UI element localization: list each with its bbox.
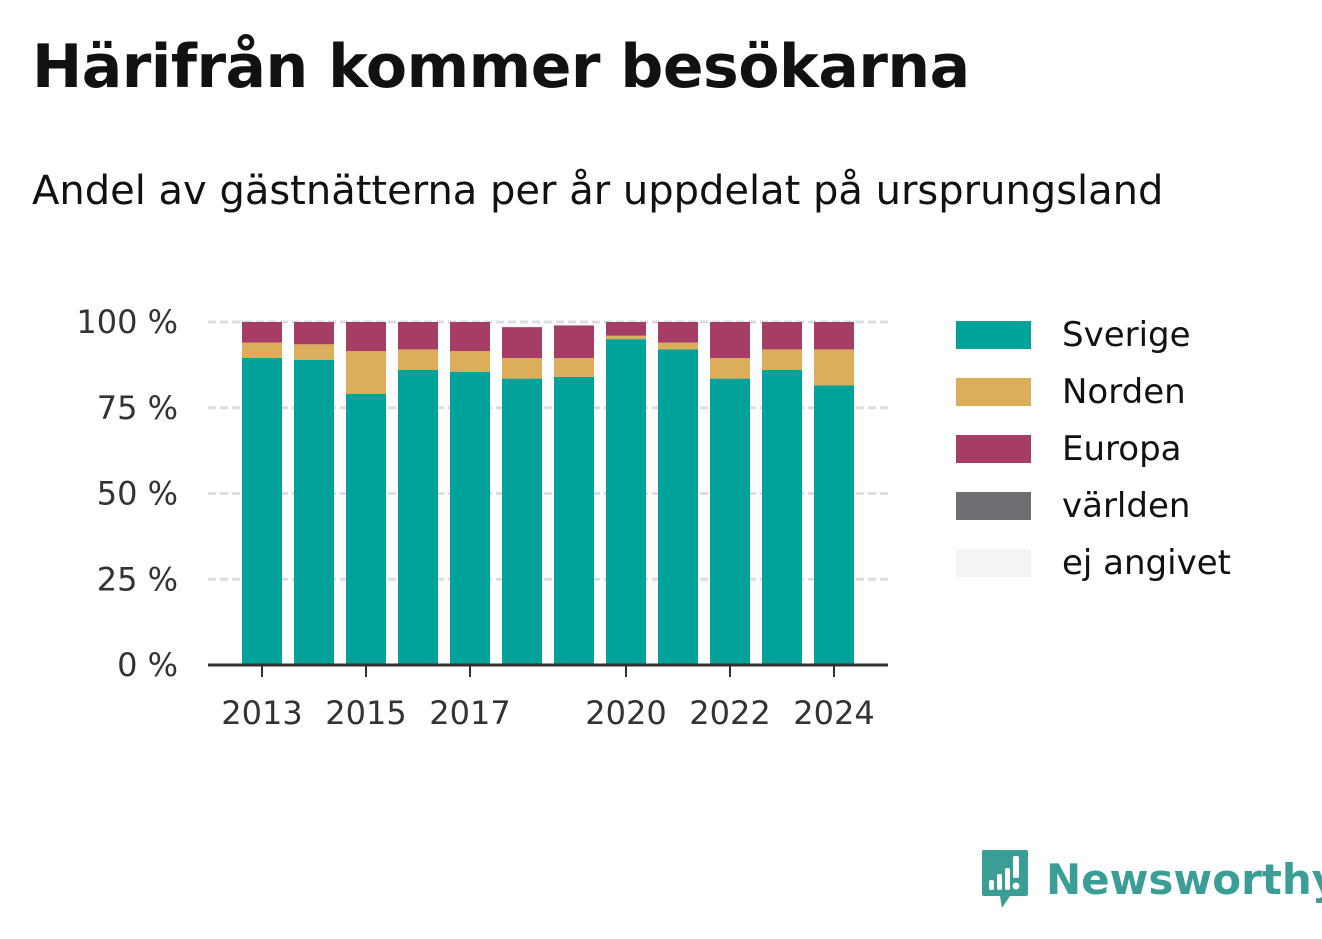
y-tick-label: 50 % (97, 475, 178, 513)
legend-swatch (956, 491, 1031, 520)
bar-segment-Europa (450, 322, 490, 352)
x-tick-label: 2015 (325, 694, 406, 732)
legend-label: Norden (1062, 371, 1186, 412)
bar-segment-Europa (658, 322, 698, 343)
chart-title: Härifrån kommer besökarna (32, 32, 970, 102)
legend-label: Europa (1062, 428, 1182, 469)
legend-swatch (956, 548, 1031, 577)
y-tick-label: 100 % (76, 303, 178, 341)
legend-item: världen (956, 477, 1231, 534)
chart-subtitle: Andel av gästnätterna per år uppdelat på… (32, 168, 1164, 214)
bar-segment-Europa (554, 325, 594, 359)
bar-segment-Europa (606, 322, 646, 336)
bar-segment-Norden (814, 349, 854, 386)
bars (242, 322, 854, 665)
bar-segment-Sverige (658, 349, 698, 665)
bar-segment-Europa (346, 322, 386, 352)
x-tick-label: 2013 (221, 694, 302, 732)
brand-logo: Newsworthy (980, 848, 1322, 910)
bar-segment-Norden (502, 358, 542, 379)
legend-label: Sverige (1062, 314, 1191, 355)
bar-segment-Norden (762, 349, 802, 371)
tick-labels: 0 % 25 % 50 % 75 % 100 % 2013 2015 2017 2020 2022… (76, 303, 874, 732)
bar-segment-Sverige (606, 339, 646, 665)
legend-swatch (956, 320, 1031, 349)
bar-segment-Europa (762, 322, 802, 350)
bar-segment-Sverige (242, 358, 282, 665)
legend-item: Europa (956, 420, 1231, 477)
bar-segment-Europa (502, 327, 542, 359)
stacked-bar-chart: 0 % 25 % 50 % 75 % 100 % 2013 2015 2017 2020 2022… (76, 303, 888, 732)
bar-segment-Norden (450, 351, 490, 372)
bar-segment-Europa (242, 322, 282, 343)
legend-item: ej angivet (956, 534, 1231, 591)
y-tick-label: 75 % (97, 389, 178, 427)
bar-chart-speech-bubble-icon (982, 850, 1028, 908)
x-tick-label: 2020 (585, 694, 666, 732)
bar-segment-Europa (814, 322, 854, 350)
bar-segment-Sverige (450, 371, 490, 665)
bar-segment-Norden (346, 351, 386, 395)
bar-segment-Norden (710, 358, 750, 379)
x-tick-label: 2022 (689, 694, 770, 732)
bar-segment-Norden (554, 358, 594, 377)
y-tick-label: 0 % (117, 646, 178, 684)
bar-segment-Europa (398, 322, 438, 350)
x-tick-label: 2024 (793, 694, 874, 732)
legend-label: ej angivet (1062, 542, 1231, 583)
bar-segment-Sverige (554, 376, 594, 665)
bar-segment-Sverige (502, 378, 542, 665)
bar-segment-Sverige (294, 359, 334, 665)
bar-segment-Sverige (398, 370, 438, 665)
legend-swatch (956, 377, 1031, 406)
y-tick-label: 25 % (97, 560, 178, 598)
bar-segment-Norden (658, 342, 698, 350)
bar-segment-Sverige (762, 370, 802, 665)
legend-swatch (956, 434, 1031, 463)
bar-segment-Sverige (346, 394, 386, 665)
legend-item: Sverige (956, 306, 1231, 363)
legend-label: världen (1062, 485, 1191, 526)
bar-segment-Norden (606, 335, 646, 340)
x-tick-label: 2017 (429, 694, 510, 732)
bar-segment-Norden (398, 349, 438, 371)
brand-name: Newsworthy (1046, 854, 1322, 904)
bar-segment-Europa (294, 322, 334, 345)
bar-segment-Europa (710, 322, 750, 359)
bar-segment-Norden (242, 342, 282, 359)
bar-segment-Norden (294, 344, 334, 360)
bar-segment-Sverige (710, 378, 750, 665)
axes (208, 663, 888, 677)
bar-segment-Sverige (814, 385, 854, 665)
legend-item: Norden (956, 363, 1231, 420)
legend: Sverige Norden Europa världen ej angivet (956, 306, 1231, 591)
